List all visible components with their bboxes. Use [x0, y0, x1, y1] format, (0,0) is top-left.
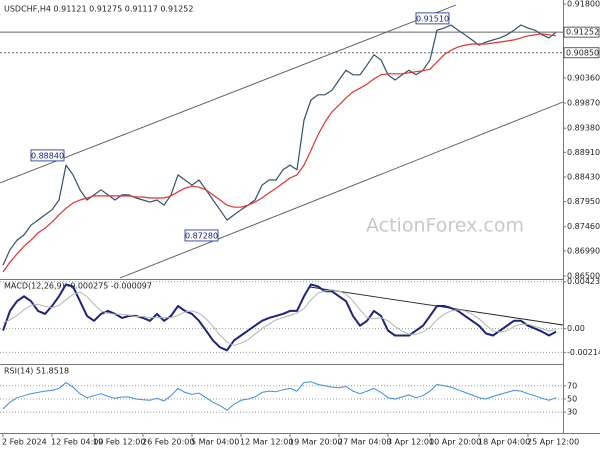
- x-tick-label: 12 Mar 12:00: [240, 438, 293, 447]
- y-tick-label: 0.89380: [567, 124, 600, 133]
- level-line-box: [563, 47, 600, 59]
- y-tick-label: 0.90360: [567, 73, 600, 82]
- y-tick-label: 0.87460: [567, 222, 600, 231]
- annotation-box: [30, 149, 65, 162]
- annotation-label: 0.91510: [416, 14, 449, 23]
- panel-title: USDCHF,H4 0.91121 0.91275 0.91117 0.9125…: [4, 5, 193, 14]
- x-tick-label: 12 Feb 04:00: [51, 438, 103, 447]
- annotation-label: 0.87280: [185, 231, 218, 240]
- x-tick-label: 3 Apr 12:00: [387, 438, 434, 447]
- y-tick-label: -0.002142: [567, 348, 600, 357]
- price-line-label: 0.91252: [566, 28, 599, 37]
- level-line-label: 0.90850: [566, 48, 599, 57]
- series-line: [2, 381, 557, 411]
- watermark: ActionForex.com: [366, 215, 524, 237]
- panel-title: MACD(12,26,9) -0.000275 -0.000097: [4, 282, 152, 291]
- x-tick-label: 26 Feb 20:00: [142, 438, 194, 447]
- y-tick-label: 0.86990: [567, 246, 600, 255]
- y-tick-label: 0.00: [567, 324, 585, 333]
- price-line-box: [563, 26, 600, 38]
- series-line: [2, 289, 557, 346]
- annotation-box: [184, 229, 219, 242]
- series-line: [2, 283, 557, 352]
- y-tick-label: 0.87950: [567, 197, 600, 206]
- channel-lower: [119, 101, 564, 279]
- y-tick-label: 0.89870: [567, 99, 600, 108]
- y-tick-label: 0.88430: [567, 172, 600, 181]
- annotation-label: 0.88840: [31, 151, 64, 160]
- y-tick-label: 70: [567, 381, 577, 390]
- y-tick-label: 0.86500: [567, 272, 600, 281]
- x-tick-label: 27 Mar 04:00: [338, 438, 391, 447]
- y-tick-label: 0.004237: [567, 277, 600, 286]
- annotation-box: [415, 12, 450, 25]
- x-tick-label: 25 Apr 12:00: [527, 438, 579, 447]
- y-tick-label: 0.91800: [567, 0, 600, 9]
- y-tick-label: 50: [567, 395, 577, 404]
- x-tick-label: 19 Feb 12:00: [93, 438, 145, 447]
- x-tick-label: 18 Apr 04:00: [478, 438, 530, 447]
- x-tick-label: 10 Apr 20:00: [429, 438, 481, 447]
- x-tick-label: 2 Feb 2024: [2, 438, 47, 447]
- x-tick-label: 5 Mar 04:00: [191, 438, 239, 447]
- series-line: [2, 24, 557, 266]
- y-tick-label: 0.88910: [567, 148, 600, 157]
- panel-title: RSI(14) 51.8518: [4, 367, 69, 376]
- y-tick-label: 30: [567, 408, 577, 417]
- series-line: [2, 33, 557, 273]
- channel-upper: [0, 4, 457, 184]
- x-tick-label: 19 Mar 20:00: [289, 438, 342, 447]
